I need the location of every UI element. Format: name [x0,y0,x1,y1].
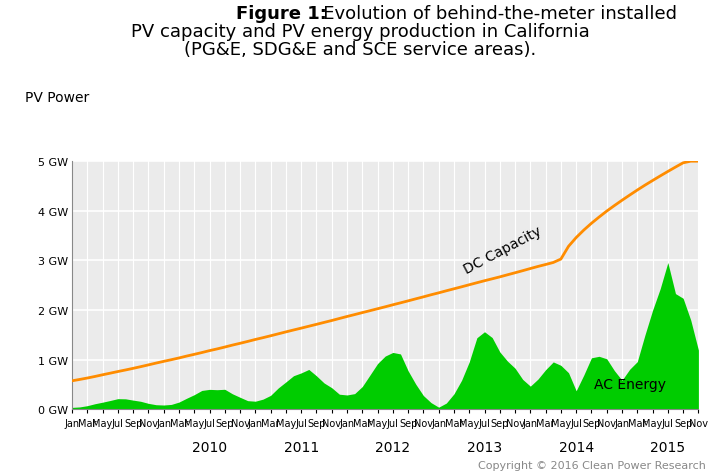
Text: 2014: 2014 [559,440,594,454]
Text: Copyright © 2016 Clean Power Research: Copyright © 2016 Clean Power Research [478,460,706,470]
Text: Evolution of behind-the-meter installed: Evolution of behind-the-meter installed [237,5,677,23]
Text: 2010: 2010 [192,440,227,454]
Text: 2015: 2015 [650,440,685,454]
Text: Figure 1:: Figure 1: [236,5,327,23]
Text: AC Energy: AC Energy [594,377,666,392]
Text: (PG&E, SDG&E and SCE service areas).: (PG&E, SDG&E and SCE service areas). [184,41,536,59]
Text: 2011: 2011 [284,440,319,454]
Text: PV capacity and PV energy production in California: PV capacity and PV energy production in … [130,23,590,41]
Text: 2012: 2012 [375,440,410,454]
Text: PV Power: PV Power [25,90,89,104]
Text: DC Capacity: DC Capacity [462,224,544,277]
Text: 2013: 2013 [467,440,502,454]
